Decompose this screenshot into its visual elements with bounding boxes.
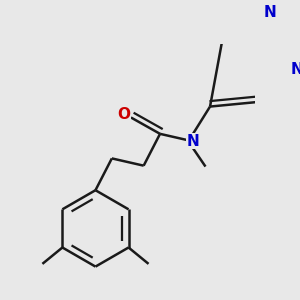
Text: O: O [117,107,130,122]
Text: N: N [291,62,300,77]
Text: N: N [186,134,199,148]
Text: N: N [264,4,276,20]
